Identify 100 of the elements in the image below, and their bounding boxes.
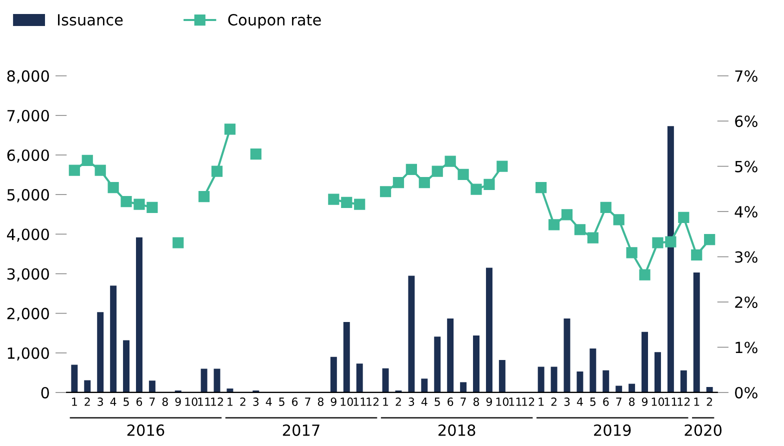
x-tick-label: 2: [84, 398, 90, 406]
x-tick-label: 1: [72, 398, 77, 406]
x-tick-label: 5: [279, 398, 284, 406]
point: [172, 237, 184, 248]
bar: [602, 370, 610, 392]
x-tick-label: 6: [448, 398, 454, 406]
x-tick-label: 9: [642, 398, 648, 406]
x-tick-label: 7: [616, 398, 622, 406]
bar: [447, 318, 454, 392]
bar: [628, 384, 636, 392]
point: [496, 160, 508, 172]
y2-tick-label: 6%: [735, 116, 758, 128]
bar: [680, 370, 687, 392]
bar: [382, 368, 389, 392]
x-tick-label: 6: [603, 398, 609, 406]
x-tick-label: 9: [486, 398, 492, 406]
point: [626, 247, 638, 258]
x-tick-label: 6: [136, 398, 142, 406]
point: [561, 209, 573, 220]
x-tick-label: 7: [150, 398, 155, 406]
bar: [667, 126, 674, 392]
point: [587, 232, 598, 244]
y-tick-label: 3,000: [7, 268, 49, 282]
x-tick-label: 10: [652, 398, 664, 406]
y2-tick-label: 7%: [735, 70, 758, 82]
point: [536, 182, 547, 194]
x-tick-label: 2: [396, 398, 401, 406]
point: [68, 164, 80, 176]
bar: [473, 335, 480, 392]
y-tick-label: 2,000: [7, 308, 49, 321]
x-tick-label: 2: [240, 398, 246, 406]
point: [678, 212, 690, 223]
point: [548, 219, 560, 230]
x-tick-label: 8: [473, 398, 480, 406]
point: [198, 191, 210, 202]
x-tick-label: 12: [366, 398, 379, 406]
x-tick-label: 9: [330, 398, 336, 406]
legend-label: Issuance: [58, 14, 123, 26]
x-tick-label: 11: [198, 398, 210, 406]
bar: [408, 276, 415, 392]
x-tick-label: 1: [694, 398, 700, 406]
x-tick-label: 12: [522, 398, 534, 406]
bar: [576, 372, 584, 392]
text: 2018: [438, 424, 476, 436]
x-tick-label: 3: [253, 398, 259, 406]
x-tick-label: 6: [292, 398, 298, 406]
bar: [693, 272, 700, 392]
point: [470, 184, 482, 195]
x-tick-label: 12: [211, 398, 223, 406]
y-tick-label: 7,000: [7, 110, 49, 123]
point: [444, 156, 456, 167]
bar: [642, 332, 648, 392]
x-tick-label: 11: [509, 398, 522, 406]
x-tick-label: 4: [266, 398, 272, 406]
x-tick-label: 3: [98, 398, 103, 406]
point: [418, 177, 430, 188]
bar: [123, 340, 130, 392]
y-tick-label: 5,000: [7, 189, 49, 202]
y-tick-label: 8,000: [7, 70, 49, 84]
bar: [148, 380, 156, 392]
x-tick-label: 1: [383, 398, 388, 406]
x-tick-label: 4: [576, 398, 583, 406]
y-tick-label: 0: [41, 386, 49, 398]
point: [613, 214, 624, 226]
x-tick-label: 9: [175, 398, 181, 406]
point: [484, 178, 495, 190]
x-tick-label: 8: [629, 398, 635, 406]
x-tick-label: 11: [354, 398, 366, 406]
point: [224, 124, 236, 135]
bar: [538, 366, 544, 392]
y2-tick-label: 5%: [735, 160, 758, 172]
y-tick-label: 4,000: [6, 228, 49, 242]
x-tick-label: 11: [664, 398, 677, 406]
x-tick-label: 8: [318, 398, 324, 406]
bar: [498, 360, 506, 392]
x-tick-label: 3: [408, 398, 414, 406]
y2-tick-label: 3%: [735, 251, 758, 263]
bar: [590, 348, 596, 392]
point: [691, 249, 702, 261]
bar: [200, 368, 208, 392]
point: [94, 164, 106, 176]
x-tick-label: 8: [162, 398, 168, 406]
bar: [330, 356, 337, 392]
bar: [343, 322, 350, 392]
text: 2017: [282, 424, 320, 436]
point: [406, 164, 417, 176]
point: [704, 234, 716, 246]
y2-tick-label: 4%: [734, 206, 758, 218]
point: [82, 154, 93, 166]
point: [574, 224, 586, 236]
bar: [84, 380, 91, 392]
x-tick-label: 10: [340, 398, 353, 406]
x-tick-label: 1: [228, 398, 232, 406]
bar: [616, 386, 622, 392]
point: [639, 269, 650, 280]
point: [250, 148, 262, 160]
legend-label: Coupon rate: [228, 14, 321, 29]
bar: [421, 378, 428, 392]
x-tick-label: 4: [110, 398, 116, 406]
point: [146, 202, 158, 214]
